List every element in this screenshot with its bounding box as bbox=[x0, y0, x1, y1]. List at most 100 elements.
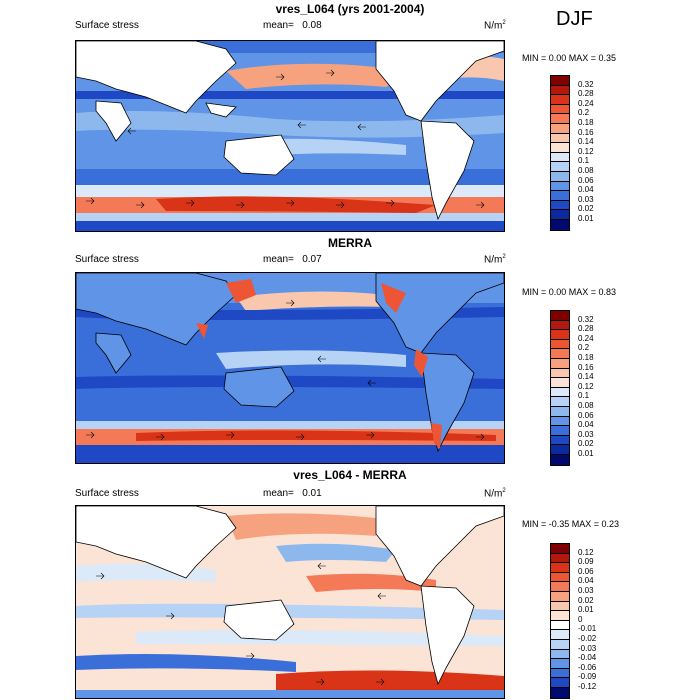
colorbar-swatch bbox=[551, 563, 569, 573]
colorbar-swatch bbox=[551, 123, 569, 134]
colorbar-swatch bbox=[551, 200, 569, 211]
colorbar-tick-label: 0.32 bbox=[578, 314, 594, 324]
colorbar-tick-label: 0.24 bbox=[578, 98, 594, 108]
panel-1-title: vres_L064 (yrs 2001-2004) bbox=[275, 2, 425, 16]
colorbar-swatch bbox=[551, 649, 569, 660]
colorbar-tick-label: 0.09 bbox=[578, 557, 594, 567]
colorbar-swatch bbox=[551, 601, 569, 612]
colorbar-tick-label: 0.32 bbox=[578, 79, 594, 89]
colorbar-swatch bbox=[551, 416, 569, 427]
colorbar-tick-label: 0.03 bbox=[578, 586, 594, 595]
colorbar-tick-label: 0.01 bbox=[578, 214, 594, 223]
colorbar-tick-label: -0.03 bbox=[578, 643, 597, 653]
colorbar-swatch bbox=[551, 349, 569, 359]
colorbar-tick-label: 0.04 bbox=[578, 420, 594, 430]
panel-3-title: vres_L064 - MERRA bbox=[293, 468, 407, 482]
colorbar-tick-label: 0.06 bbox=[578, 410, 594, 420]
colorbar-swatch bbox=[551, 143, 569, 153]
colorbar-swatch bbox=[551, 104, 569, 115]
colorbar-tick-label: -0.01 bbox=[578, 624, 597, 634]
colorbar-tick-label: 0.03 bbox=[578, 429, 594, 439]
panel-1-map bbox=[75, 40, 505, 232]
panel-2-units: N/m2 bbox=[484, 254, 506, 265]
colorbar-swatch bbox=[551, 406, 569, 417]
colorbar-swatch bbox=[551, 114, 569, 124]
panel-1-units: N/m2 bbox=[484, 20, 506, 31]
colorbar-swatch bbox=[551, 572, 569, 583]
colorbar-tick-label: 0.1 bbox=[578, 391, 590, 401]
panel-2-units-text: N/m bbox=[484, 254, 503, 266]
colorbar-tick-label: 0.06 bbox=[578, 566, 594, 576]
colorbar-tick-label: 0.2 bbox=[578, 343, 590, 353]
panel-3-units-sup: 2 bbox=[502, 488, 506, 494]
panel-2-minmax: MIN = 0.00 MAX = 0.83 bbox=[522, 287, 617, 297]
panel-1-variable-label: Surface stress bbox=[75, 20, 139, 31]
panel-3-variable-label: Surface stress bbox=[75, 488, 139, 499]
colorbar-swatch bbox=[551, 95, 569, 105]
panel-1-mean-label: mean= bbox=[263, 20, 294, 31]
colorbar-swatch bbox=[551, 133, 569, 144]
colorbar-swatch bbox=[551, 191, 569, 201]
panel-3-colorbar bbox=[550, 543, 570, 699]
panel-1-units-sup: 2 bbox=[502, 20, 506, 26]
colorbar-tick-label: -0.06 bbox=[578, 662, 597, 672]
panel-2-mean-label: mean= bbox=[263, 254, 294, 265]
colorbar-swatch bbox=[551, 219, 569, 230]
colorbar-tick-label: 0.24 bbox=[578, 333, 594, 343]
colorbar-swatch bbox=[551, 620, 569, 631]
colorbar-swatch bbox=[551, 639, 569, 650]
colorbar-tick-label: 0.04 bbox=[578, 576, 594, 586]
panel-1-colorbar bbox=[550, 75, 570, 231]
panel-1-minmax: MIN = 0.00 MAX = 0.35 bbox=[522, 53, 617, 63]
colorbar-tick-label: -0.09 bbox=[578, 672, 597, 682]
colorbar-swatch bbox=[551, 162, 569, 172]
panel-3-mean-label: mean= bbox=[263, 488, 294, 499]
colorbar-swatch bbox=[551, 630, 569, 640]
panel-2-title: MERRA bbox=[328, 236, 372, 250]
colorbar-tick-label: 0.08 bbox=[578, 401, 594, 410]
colorbar-swatch bbox=[551, 311, 569, 321]
colorbar-tick-label: 0.06 bbox=[578, 175, 594, 185]
colorbar-tick-label: 0.01 bbox=[578, 449, 594, 458]
colorbar-swatch bbox=[551, 210, 569, 220]
colorbar-tick-label: 0.08 bbox=[578, 166, 594, 175]
panel-3-mean: mean= 0.01 bbox=[263, 488, 322, 499]
colorbar-swatch bbox=[551, 426, 569, 436]
panel-2-colorbar bbox=[550, 310, 570, 466]
colorbar-swatch bbox=[551, 687, 569, 698]
colorbar-tick-label: 0.18 bbox=[578, 118, 594, 127]
season-label: DJF bbox=[556, 8, 593, 30]
colorbar-swatch bbox=[551, 678, 569, 688]
colorbar-swatch bbox=[551, 454, 569, 465]
colorbar-swatch bbox=[551, 445, 569, 455]
colorbar-swatch bbox=[551, 85, 569, 96]
colorbar-tick-label: 0.02 bbox=[578, 595, 594, 605]
colorbar-tick-label: 0.2 bbox=[578, 108, 590, 118]
colorbar-tick-label: 0.12 bbox=[578, 381, 594, 391]
panel-2-mean: mean= 0.07 bbox=[263, 254, 322, 265]
colorbar-tick-label: 0 bbox=[578, 614, 583, 624]
colorbar-tick-label: 0.02 bbox=[578, 204, 594, 214]
colorbar-swatch bbox=[551, 76, 569, 86]
colorbar-swatch bbox=[551, 368, 569, 379]
colorbar-swatch bbox=[551, 330, 569, 340]
colorbar-tick-label: 0.14 bbox=[578, 372, 594, 382]
colorbar-swatch bbox=[551, 397, 569, 407]
colorbar-swatch bbox=[551, 582, 569, 592]
colorbar-swatch bbox=[551, 611, 569, 621]
colorbar-swatch bbox=[551, 435, 569, 446]
colorbar-tick-label: -0.12 bbox=[578, 682, 597, 691]
colorbar-tick-label: 0.28 bbox=[578, 324, 594, 334]
colorbar-tick-label: 0.02 bbox=[578, 439, 594, 449]
colorbar-swatch bbox=[551, 378, 569, 388]
colorbar-tick-label: 0.18 bbox=[578, 353, 594, 362]
panel-1-mean: mean= 0.08 bbox=[263, 20, 322, 31]
colorbar-swatch bbox=[551, 659, 569, 669]
panel-2-map bbox=[75, 272, 505, 464]
colorbar-tick-label: 0.03 bbox=[578, 194, 594, 204]
colorbar-tick-label: 0.28 bbox=[578, 89, 594, 99]
panel-3-units: N/m2 bbox=[484, 488, 506, 499]
colorbar-tick-label: 0.12 bbox=[578, 547, 594, 557]
colorbar-tick-label: -0.04 bbox=[578, 653, 597, 663]
panel-2-mean-value: 0.07 bbox=[302, 254, 322, 265]
